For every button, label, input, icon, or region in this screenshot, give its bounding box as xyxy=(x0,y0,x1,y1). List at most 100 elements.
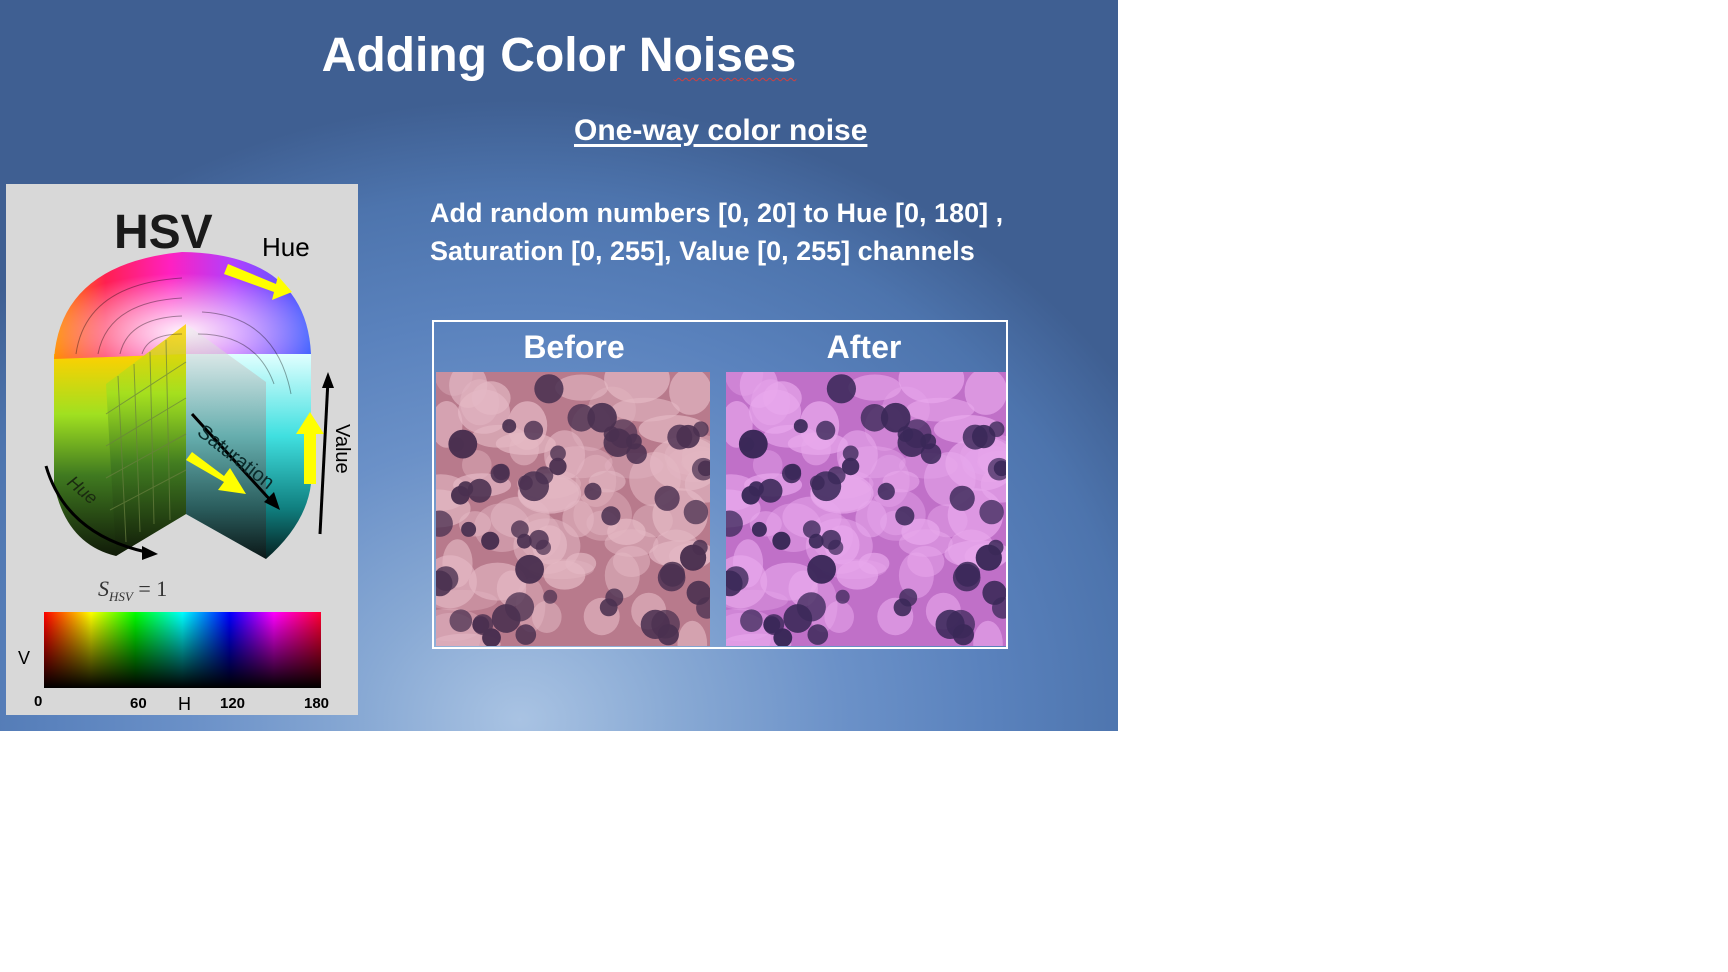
tissue-region xyxy=(848,374,902,401)
cell-nucleus xyxy=(726,510,743,537)
cell-nucleus xyxy=(740,609,763,632)
cell-nucleus xyxy=(751,521,767,537)
tissue-region xyxy=(898,552,934,599)
cell-nucleus xyxy=(697,460,710,477)
hsv-heading: HSV xyxy=(114,206,213,259)
tissue-region xyxy=(824,600,854,633)
hsv-colorbar xyxy=(44,612,321,688)
cell-nucleus xyxy=(741,486,761,505)
cell-nucleus xyxy=(518,475,533,491)
cell-nucleus xyxy=(511,520,529,539)
hsv-cut-face-left xyxy=(106,324,186,556)
hue-arc-arrow-icon xyxy=(44,465,158,560)
cell-nucleus xyxy=(897,426,914,442)
cell-nucleus xyxy=(808,533,824,549)
cell-nucleus xyxy=(549,457,567,476)
value-label: Value xyxy=(331,424,353,474)
tissue-region xyxy=(906,397,975,422)
slide-title: Adding Color Noises xyxy=(0,26,1118,86)
tissue-region xyxy=(855,500,887,538)
cell-nucleus xyxy=(448,429,478,459)
cell-nucleus xyxy=(686,580,710,605)
cell-nucleus xyxy=(657,563,686,592)
cell-nucleus xyxy=(436,510,453,537)
cell-nucleus xyxy=(651,609,680,639)
cell-nucleus xyxy=(654,485,680,511)
cell-nucleus xyxy=(793,419,808,434)
cell-nucleus xyxy=(515,554,544,584)
colorbar-h-label: H xyxy=(178,694,191,714)
tissue-region xyxy=(562,500,594,538)
before-image xyxy=(436,372,710,646)
tissue-region xyxy=(462,450,492,480)
cell-nucleus xyxy=(895,506,915,526)
before-cells xyxy=(436,372,710,646)
tissue-region xyxy=(604,552,640,599)
cell-nucleus xyxy=(993,460,1006,477)
cell-nucleus xyxy=(828,539,844,555)
cell-nucleus xyxy=(842,445,859,462)
title-text-spellcheck: oises xyxy=(673,29,797,82)
cell-nucleus xyxy=(584,482,602,500)
cell-nucleus xyxy=(826,374,856,404)
tissue-region xyxy=(509,432,539,466)
cell-nucleus xyxy=(461,521,477,537)
tissue-region xyxy=(858,552,890,575)
cell-nucleus xyxy=(809,475,825,491)
tissue-region xyxy=(898,372,965,404)
colorbar-tick: 120 xyxy=(220,695,245,712)
tissue-region xyxy=(669,372,710,415)
after-cells xyxy=(726,372,1006,646)
cell-nucleus xyxy=(877,482,895,500)
cell-nucleus xyxy=(946,609,975,639)
tissue-region xyxy=(752,450,783,480)
cell-nucleus xyxy=(550,445,566,462)
value-arrow-icon xyxy=(296,412,324,484)
cell-nucleus xyxy=(491,604,521,633)
cell-nucleus xyxy=(543,589,558,604)
cell-nucleus xyxy=(802,520,821,539)
cell-nucleus xyxy=(949,485,975,511)
description-line-1: Add random numbers [0, 20] to Hue [0, 18… xyxy=(430,198,1004,228)
cell-nucleus xyxy=(472,616,490,634)
colorbar-v-label: V xyxy=(18,648,30,668)
cell-nucleus xyxy=(772,531,791,550)
cell-nucleus xyxy=(451,486,470,505)
after-label: After xyxy=(826,329,902,365)
cell-nucleus xyxy=(758,478,783,503)
cell-nucleus xyxy=(603,426,620,442)
hsv-diagram: HSV Hue xyxy=(6,184,358,715)
cell-nucleus xyxy=(920,443,942,464)
cell-nucleus xyxy=(683,499,709,525)
cell-nucleus xyxy=(676,424,700,449)
tissue-region xyxy=(611,397,680,422)
cell-nucleus xyxy=(972,424,996,449)
tissue-region xyxy=(458,389,510,434)
tissue-region xyxy=(604,372,670,404)
cell-nucleus xyxy=(841,457,860,476)
colorbar-tick: 60 xyxy=(130,695,147,712)
cell-nucleus xyxy=(493,463,510,481)
cell-nucleus xyxy=(535,539,551,555)
description: Add random numbers [0, 20] to Hue [0, 18… xyxy=(430,194,1070,270)
cell-nucleus xyxy=(726,570,743,597)
cell-nucleus xyxy=(534,374,564,404)
cell-nucleus xyxy=(807,554,836,584)
cell-nucleus xyxy=(979,499,1004,525)
before-after-comparison: Before After xyxy=(432,320,1008,649)
cell-nucleus xyxy=(975,544,1002,571)
tissue-region xyxy=(532,600,562,633)
cell-nucleus xyxy=(860,404,889,432)
tissue-region xyxy=(973,620,1003,646)
cell-nucleus xyxy=(481,531,500,550)
cell-nucleus xyxy=(816,420,836,440)
tissue-region xyxy=(749,389,802,434)
tissue-region xyxy=(801,432,831,466)
tissue-region xyxy=(898,529,953,557)
hue-label: Hue xyxy=(262,232,310,262)
cell-nucleus xyxy=(523,420,544,440)
saturation-arrow-icon xyxy=(186,452,246,494)
slide: Adding Color Noises One-way color noise … xyxy=(0,0,1118,731)
cell-nucleus xyxy=(436,570,453,597)
cell-nucleus xyxy=(502,419,517,434)
